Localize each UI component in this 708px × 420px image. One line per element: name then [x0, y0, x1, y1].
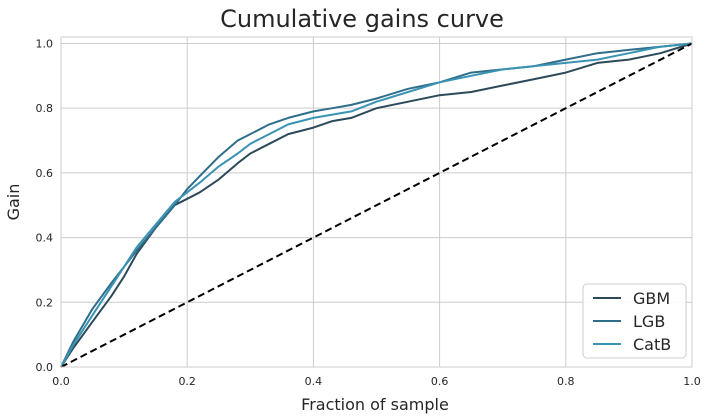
y-tick-label: 0.6	[36, 167, 54, 180]
x-tick-label: 0.0	[52, 375, 70, 388]
y-tick-label: 0.0	[36, 361, 54, 374]
x-tick-label: 0.2	[178, 375, 196, 388]
legend-box	[582, 283, 687, 359]
y-tick-label: 0.4	[36, 232, 54, 245]
gbm-series-line	[60, 42, 693, 368]
y-tick-label: 0.8	[36, 102, 54, 115]
plot-frame	[60, 36, 693, 368]
y-tick-label: 0.2	[36, 296, 54, 309]
x-tick-label: 0.4	[305, 375, 323, 388]
legend-label-catb: CatB	[633, 335, 671, 354]
lgb-series-line	[60, 42, 693, 368]
y-axis-label: Gain	[4, 184, 23, 221]
x-axis-label: Fraction of sample	[301, 395, 449, 414]
legend-label-gbm: GBM	[633, 289, 670, 308]
chart-title: Cumulative gains curve	[220, 5, 504, 33]
catb-series-line	[60, 42, 693, 368]
y-tick-label: 1.0	[36, 37, 54, 50]
x-tick-label: 1.0	[683, 375, 701, 388]
legend-label-lgb: LGB	[633, 312, 665, 331]
x-tick-label: 0.8	[557, 375, 575, 388]
tick-layer: 0.0 0.2 0.4 0.6 0.8 1.0 0.0 0.2 0.4 0.6 0.8 1.0	[36, 37, 701, 388]
x-tick-label: 0.6	[431, 375, 449, 388]
legend: GBM LGB CatB	[582, 283, 687, 359]
baseline-dashed-line	[60, 42, 693, 368]
series-layer	[60, 42, 693, 368]
